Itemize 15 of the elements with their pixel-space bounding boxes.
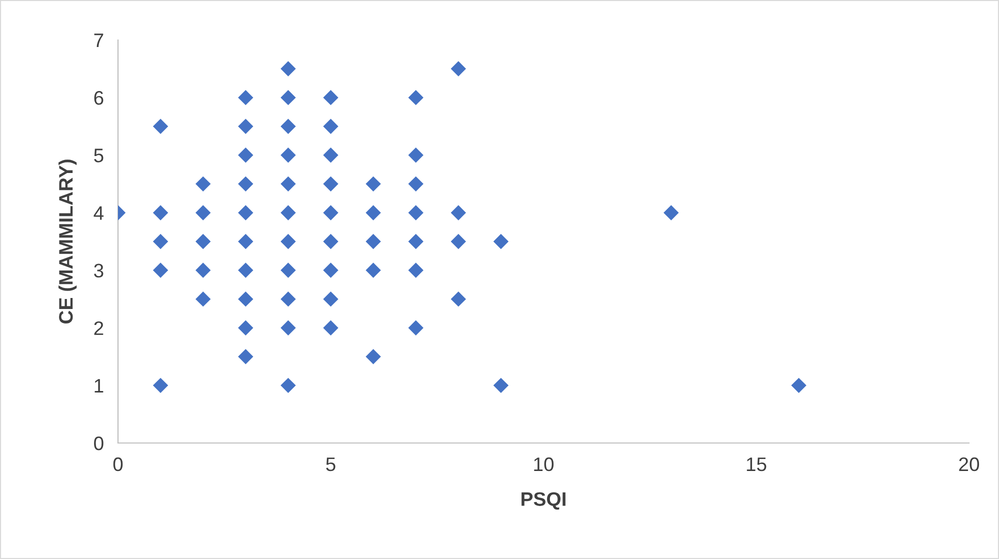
y-tick-label: 6 <box>94 91 104 105</box>
y-tick-label: 2 <box>94 321 104 335</box>
y-tick-label: 5 <box>94 148 104 162</box>
y-tick-label: 3 <box>94 264 104 278</box>
y-tick-label: 4 <box>94 206 104 220</box>
y-tick-label: 0 <box>94 436 104 450</box>
y-tick-label: 7 <box>94 34 104 48</box>
y-tick-label: 1 <box>94 379 104 392</box>
y-axis-title: CE (MAMMILARY) <box>58 160 77 324</box>
x-tick-label: 15 <box>746 458 766 472</box>
x-tick-label: 0 <box>113 457 123 472</box>
x-tick-label: 10 <box>534 457 554 472</box>
x-tick-label: 20 <box>959 457 980 472</box>
x-axis-title: PSQI <box>522 492 566 510</box>
x-tick-label: 5 <box>326 458 336 472</box>
